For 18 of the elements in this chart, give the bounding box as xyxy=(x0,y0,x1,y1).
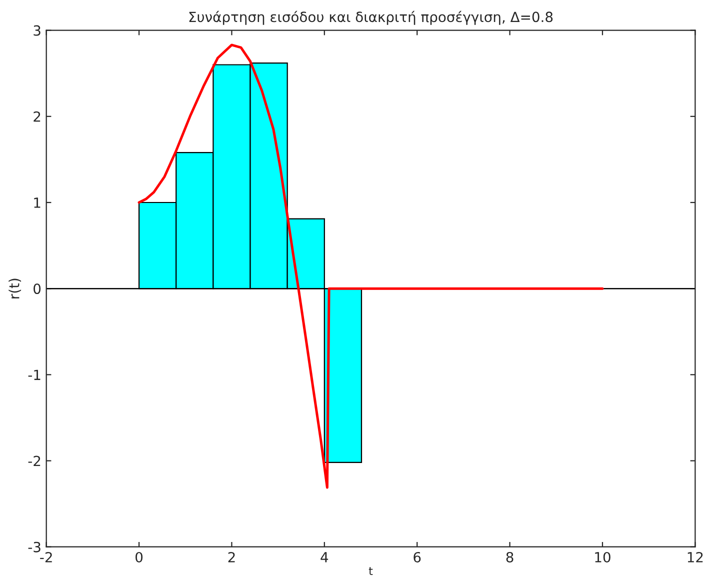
line-series xyxy=(138,44,604,489)
chart-title: Συνάρτηση εισόδου και διακριτή προσέγγιση, Δ=0.8 xyxy=(189,10,553,25)
y-tick-label: 2 xyxy=(34,111,40,122)
x-tick-label: 4 xyxy=(320,552,328,562)
x-tick-label: 10 xyxy=(595,552,610,562)
x-tick-label: 12 xyxy=(688,552,703,562)
x-tick-label: 2 xyxy=(228,552,235,562)
x-tick-label: 8 xyxy=(506,552,514,562)
y-tick-label: 0 xyxy=(34,284,41,294)
y-axis-title: r(t) xyxy=(8,278,22,298)
y-tick-label: 1 xyxy=(34,198,40,208)
x-tick-label: 0 xyxy=(136,552,143,562)
x-axis-title: t xyxy=(368,567,373,575)
y-tick-label: -3 xyxy=(28,542,40,552)
y-tick-label: -1 xyxy=(28,370,40,380)
y-tick-label: 3 xyxy=(34,25,40,36)
x-tick-label: 6 xyxy=(414,552,421,562)
y-tick-label: -2 xyxy=(28,456,40,466)
